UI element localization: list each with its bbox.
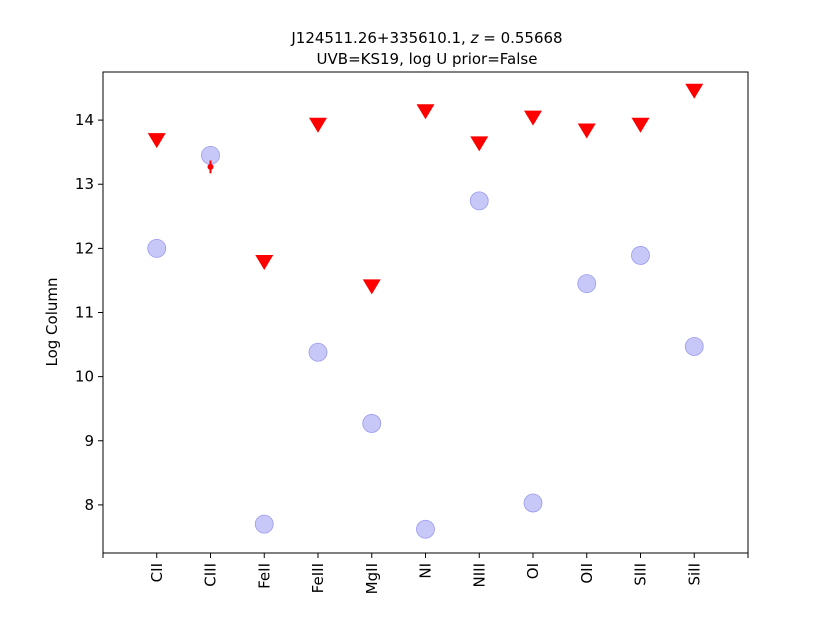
model-point (523, 493, 543, 513)
x-tick-label: FeII (255, 563, 273, 589)
upper-limit-marker (524, 110, 542, 126)
y-tick-label: 13 (75, 175, 94, 193)
x-tick-label: CII (148, 563, 166, 582)
y-tick-label: 9 (84, 432, 94, 450)
upper-limit-marker (577, 123, 596, 139)
x-tick-label: MgII (363, 563, 381, 594)
upper-limit-marker (309, 117, 327, 133)
plot-area: 8 9 10 11 12 13 14 CII CIII FeII FeIII MgII NI NIII OI… (75, 71, 749, 594)
upper-limit-marker (685, 83, 704, 99)
y-tick-label: 8 (84, 496, 94, 514)
y-tick-label: 11 (75, 304, 94, 322)
y-axis-label: Log Column (43, 277, 61, 366)
model-point (469, 191, 489, 211)
upper-limit-marker (416, 104, 435, 120)
chart-title-line-2: UVB=KS19, log U prior=False (317, 50, 538, 68)
model-point (147, 238, 167, 258)
upper-limit-marker (470, 136, 489, 152)
x-tick-label: OII (578, 563, 596, 584)
measurement-point (207, 163, 214, 170)
chart-title-line-1: J124511.26+335610.1, z = 0.55668 (290, 29, 562, 47)
plot-frame (102, 71, 749, 554)
model-point (416, 519, 435, 539)
model-point (254, 514, 274, 534)
y-tick-label: 10 (75, 368, 94, 386)
x-tick-label: SIII (632, 563, 650, 586)
model-point (684, 337, 704, 356)
model-point (577, 274, 597, 294)
x-tick-label: SiII (685, 563, 703, 586)
x-tick-label: NI (417, 563, 435, 579)
upper-limit-marker (147, 133, 166, 149)
model-point (362, 414, 382, 433)
upper-limit-marker (255, 254, 274, 270)
x-tick-label: NIII (470, 563, 488, 588)
x-tick-label: CIII (202, 563, 220, 587)
y-tick-label: 14 (75, 111, 94, 129)
y-tick-label: 12 (75, 239, 94, 257)
upper-limit-marker (631, 117, 650, 133)
model-point (631, 246, 650, 265)
x-tick-label: OI (524, 563, 542, 579)
model-point (308, 342, 328, 362)
upper-limit-marker (362, 279, 381, 295)
x-tick-label: FeIII (309, 563, 327, 593)
